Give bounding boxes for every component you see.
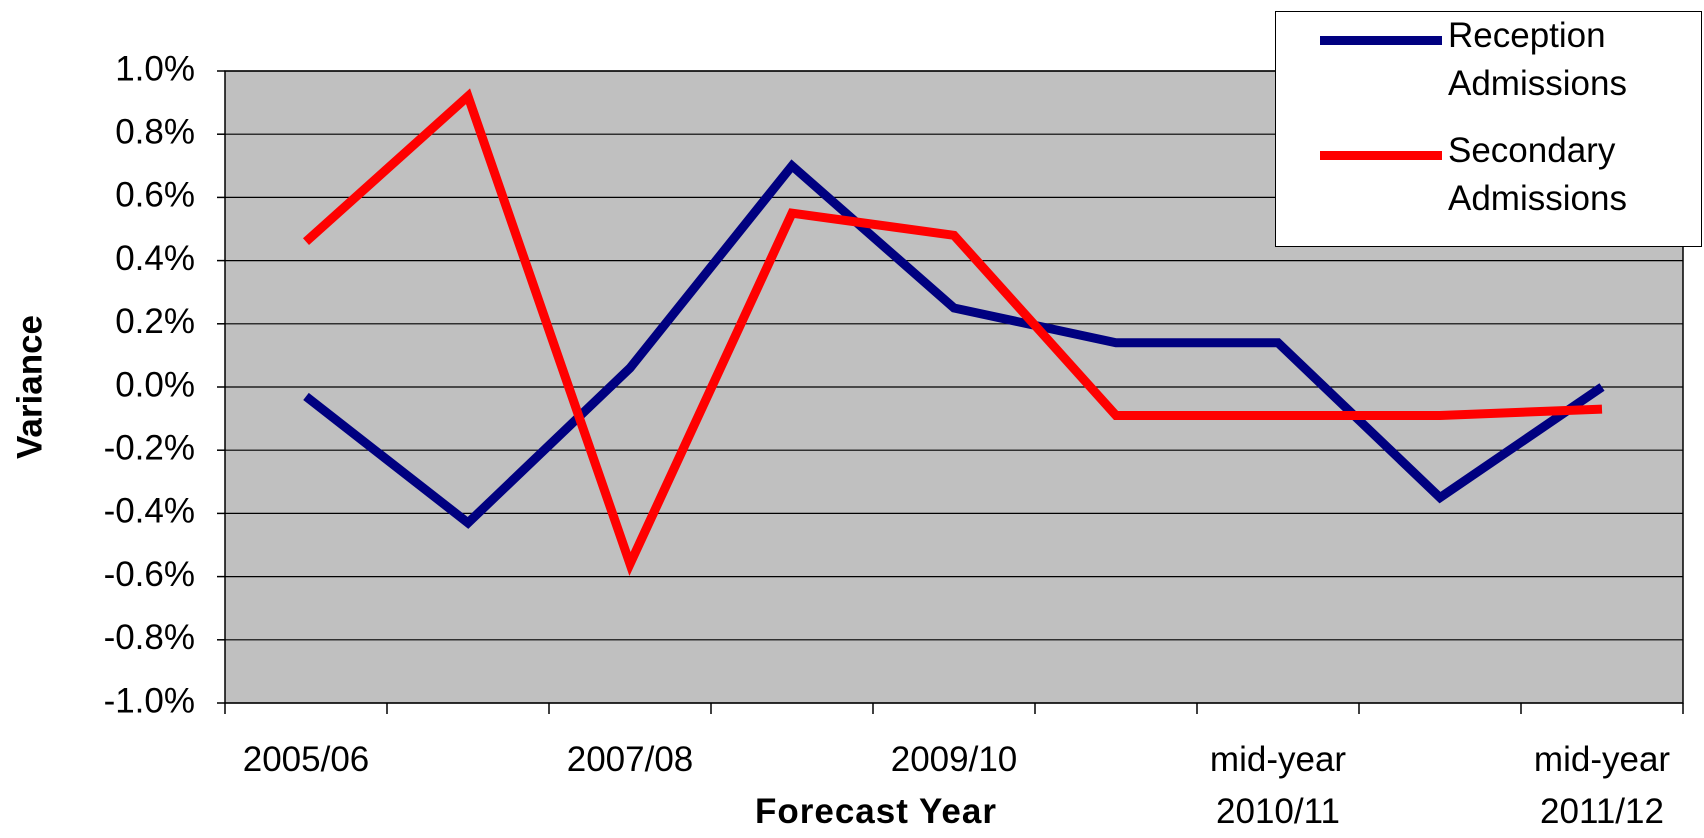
x-tick-label: 2005/06 <box>242 740 370 779</box>
y-tick-label: 0.2% <box>115 302 195 341</box>
y-tick-label: 1.0% <box>115 49 195 88</box>
y-tick-label: 0.6% <box>115 176 195 215</box>
y-tick-label: -0.6% <box>104 555 195 594</box>
data-line <box>303 159 1605 529</box>
legend-label: Secondary Admissions <box>1448 131 1627 218</box>
y-tick-label: -0.2% <box>104 428 195 467</box>
y-tick-label: 0.4% <box>115 239 195 278</box>
plot-border <box>224 70 1684 704</box>
legend-swatch <box>1320 35 1442 45</box>
y-axis-title: Variance <box>10 315 49 459</box>
x-tick-label: mid-year 2011/12 <box>1533 740 1671 831</box>
x-tick-label: 2007/08 <box>566 740 694 779</box>
legend: Reception Admissions Secondary Admissions <box>1275 11 1702 247</box>
data-line <box>302 88 1603 576</box>
x-tick-label: mid-year 2010/11 <box>1209 740 1347 831</box>
y-tick-label: 0.8% <box>115 112 195 151</box>
y-tick-label: -0.4% <box>104 492 195 531</box>
legend-label: Reception Admissions <box>1448 16 1627 103</box>
y-tick-label: -1.0% <box>104 681 195 720</box>
legend-swatch <box>1320 150 1442 160</box>
x-axis-title: Forecast Year <box>755 792 997 831</box>
y-tick-label: -0.8% <box>104 618 195 657</box>
y-tick-label: 0.0% <box>115 365 195 404</box>
x-tick-label: 2009/10 <box>890 740 1018 779</box>
